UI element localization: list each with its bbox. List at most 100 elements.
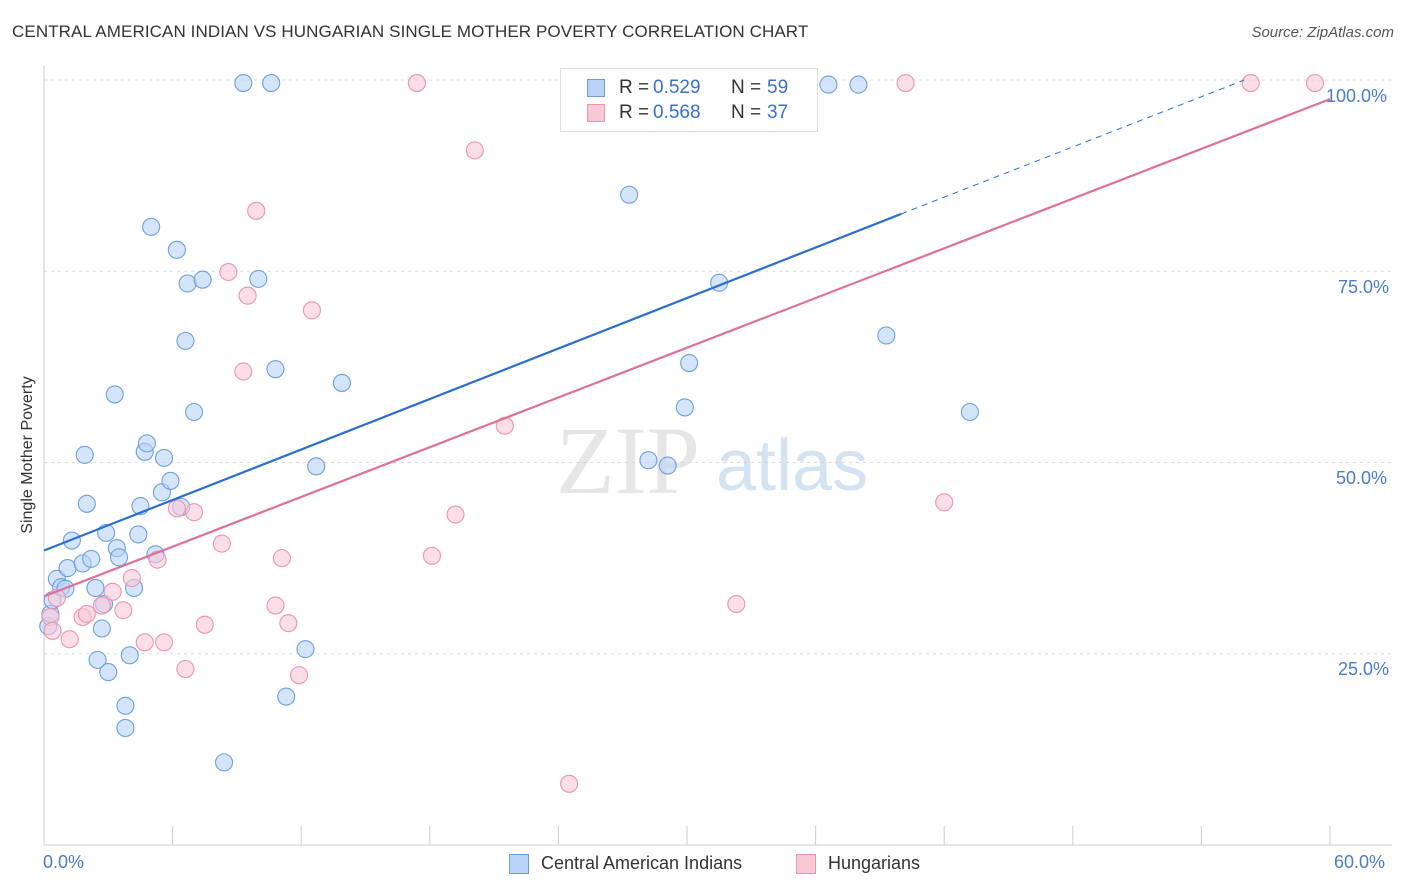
data-point-hungarians [266, 596, 285, 615]
data-point-central-american-indians [277, 687, 296, 706]
data-point-central-american-indians [639, 451, 658, 470]
y-tick-label-50: 50.0% [1336, 468, 1388, 488]
data-point-central-american-indians [75, 445, 94, 464]
data-point-hungarians [148, 550, 167, 569]
data-point-central-american-indians [161, 471, 180, 490]
data-point-central-american-indians [332, 373, 351, 392]
data-point-hungarians [92, 596, 111, 615]
y-tick-label-25: 25.0% [1338, 659, 1390, 679]
data-point-central-american-indians [154, 448, 174, 467]
data-point-central-american-indians [92, 619, 111, 638]
data-point-hungarians [60, 630, 79, 649]
data-point-hungarians [1305, 74, 1325, 93]
chart-title: CENTRAL AMERICAN INDIAN VS HUNGARIAN SIN… [12, 22, 809, 41]
data-point-central-american-indians [234, 74, 253, 93]
data-point-hungarians [272, 549, 291, 568]
data-point-hungarians [103, 582, 122, 601]
data-point-central-american-indians [82, 549, 101, 568]
y-tick-label-100: 100.0% [1326, 86, 1388, 106]
data-point-hungarians [560, 774, 579, 793]
data-point-central-american-indians [249, 269, 268, 288]
legend-label-hungarians: Hungarians [828, 853, 921, 873]
legend-swatch-pink [796, 854, 816, 874]
x-tick-label-max: 60.0% [1334, 852, 1386, 872]
legend-n-value: 59 [767, 77, 789, 98]
data-point-central-american-indians [176, 331, 195, 350]
axes [43, 66, 1392, 846]
chart-source: Source: ZipAtlas.com [1251, 24, 1394, 41]
data-point-central-american-indians [86, 578, 105, 598]
data-point-central-american-indians [58, 559, 77, 578]
data-point-hungarians [114, 601, 133, 620]
data-point-hungarians [247, 201, 266, 220]
data-point-central-american-indians [849, 75, 868, 94]
data-point-hungarians [238, 286, 257, 305]
data-point-central-american-indians [116, 696, 135, 715]
legend-n-value: 37 [767, 102, 789, 123]
x-tick-label-min: 0.0% [43, 852, 85, 872]
trend-lines [43, 79, 1331, 598]
legend-r-value: 0.568 [653, 102, 701, 123]
data-point-central-american-indians [214, 753, 234, 772]
trend-line-extension-central-american-indians [901, 79, 1245, 215]
data-point-central-american-indians [960, 402, 979, 422]
y-tick-label-75: 75.0% [1338, 277, 1390, 297]
legend-r-value: 0.529 [653, 77, 701, 98]
legend-r-label: R = [619, 77, 650, 98]
data-point-hungarians [465, 141, 484, 160]
data-point-central-american-indians [120, 646, 139, 665]
data-point-central-american-indians [116, 718, 135, 738]
data-point-hungarians [1241, 74, 1260, 93]
data-point-central-american-indians [77, 494, 96, 513]
data-point-central-american-indians [105, 385, 124, 404]
data-point-hungarians [896, 74, 915, 93]
data-point-hungarians [422, 546, 441, 565]
data-point-central-american-indians [129, 525, 148, 544]
data-point-central-american-indians [178, 274, 197, 293]
legend-swatch-blue [509, 854, 529, 874]
data-point-hungarians [77, 604, 96, 624]
data-point-central-american-indians [675, 398, 694, 417]
legend-swatch-pink [587, 104, 605, 122]
data-point-central-american-indians [262, 74, 281, 93]
data-point-central-american-indians [99, 663, 118, 682]
watermark-zip: ZIP [556, 407, 700, 514]
data-point-hungarians [935, 493, 954, 512]
watermark-atlas: atlas [716, 426, 868, 506]
data-point-hungarians [279, 614, 298, 633]
legend-swatch-blue [587, 79, 605, 97]
data-point-hungarians [135, 633, 154, 652]
legend-n-label: N = [731, 77, 762, 98]
data-point-central-american-indians [819, 75, 838, 94]
data-point-central-american-indians [193, 270, 212, 289]
data-point-central-american-indians [680, 353, 699, 373]
data-point-central-american-indians [167, 240, 186, 259]
data-point-central-american-indians [307, 457, 326, 476]
data-point-central-american-indians [296, 640, 315, 659]
trend-line-central-american-indians [43, 212, 902, 552]
data-point-hungarians [43, 621, 62, 640]
data-point-hungarians [154, 633, 174, 652]
series-legend: Central American Indians Hungarians [0, 852, 1406, 878]
data-point-central-american-indians [184, 402, 204, 422]
data-point-hungarians [176, 659, 195, 679]
data-point-central-american-indians [88, 650, 107, 669]
data-point-hungarians [302, 301, 321, 320]
data-point-hungarians [212, 534, 231, 553]
data-point-central-american-indians [658, 456, 677, 475]
data-point-hungarians [122, 568, 141, 588]
data-point-hungarians [195, 615, 214, 634]
data-point-hungarians [167, 499, 186, 518]
data-point-hungarians [290, 666, 309, 685]
data-point-hungarians [446, 505, 465, 524]
data-point-hungarians [219, 262, 238, 282]
data-point-hungarians [234, 362, 253, 381]
data-point-hungarians [407, 74, 426, 93]
legend-r-label: R = [619, 102, 650, 123]
data-point-central-american-indians [137, 434, 156, 453]
data-point-hungarians [184, 503, 204, 522]
correlation-legend: R = 0.529 N = 59 R = 0.568 N = 37 [560, 68, 818, 132]
series-hungarians [41, 74, 1325, 793]
data-point-hungarians [727, 594, 746, 614]
